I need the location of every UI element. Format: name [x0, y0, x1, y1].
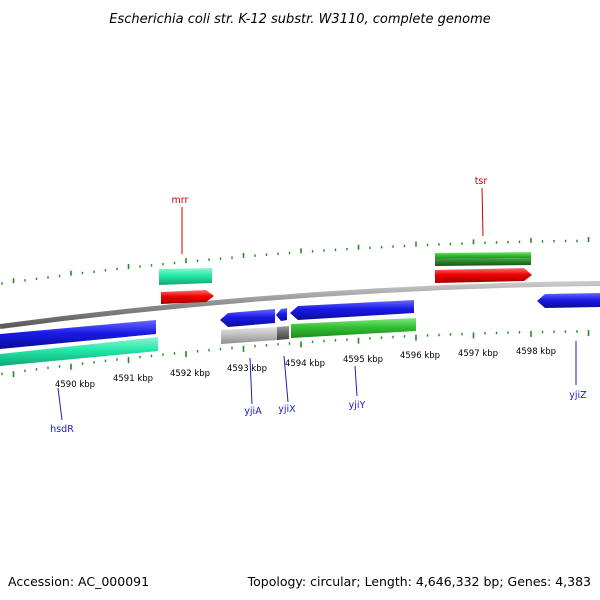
- gene-tsr-darkgreen-bar: [435, 258, 531, 266]
- gene-tsr[interactable]: tsr: [435, 176, 532, 283]
- gene-yjiZ[interactable]: yjiZ: [537, 293, 600, 401]
- gene-yjiX-grey-bar: [277, 326, 289, 340]
- gene-mrr-green-bar: [159, 268, 212, 285]
- gene-yjiA-arrow: [220, 309, 275, 327]
- map-title: Escherichia coli str. K-12 substr. W3110…: [109, 12, 490, 27]
- gene-hsdR[interactable]: hsdR: [0, 320, 158, 435]
- gene-hsdR-leader: [57, 387, 63, 421]
- gene-tsr-leader: [481, 187, 484, 237]
- gene-yjiX[interactable]: yjiX: [276, 308, 296, 415]
- lower-tick-row: [1, 330, 590, 378]
- gene-yjiY-leader: [354, 365, 358, 397]
- gene-label-tsr: tsr: [475, 176, 488, 187]
- tick-label-4594: 4594 kbp: [285, 359, 325, 369]
- kbp-tick-labels: 4590 kbp 4591 kbp 4592 kbp 4593 kbp 4594…: [55, 347, 556, 390]
- tick-label-4597: 4597 kbp: [458, 349, 498, 359]
- gene-yjiY-arrow: [290, 300, 414, 320]
- gene-yjiX-arrow: [276, 308, 287, 321]
- gene-yjiA-grey-bar: [221, 327, 277, 344]
- gene-mrr[interactable]: mrr: [159, 195, 214, 304]
- genome-info-text: Topology: circular; Length: 4,646,332 bp…: [247, 574, 591, 589]
- gene-yjiY-green-bar: [291, 318, 416, 338]
- tick-label-4591: 4591 kbp: [113, 374, 153, 384]
- gene-label-yjiA: yjiA: [244, 406, 262, 417]
- gene-label-hsdR: hsdR: [50, 424, 74, 435]
- tick-label-4593: 4593 kbp: [227, 364, 267, 374]
- genome-backbone: [0, 281, 600, 329]
- upper-tick-row: [1, 237, 590, 285]
- tick-label-4598: 4598 kbp: [516, 347, 556, 357]
- gene-yjiA[interactable]: yjiA: [220, 309, 277, 417]
- gene-hsdR-teal-bar: [0, 337, 158, 366]
- gene-yjiX-leader: [283, 355, 289, 403]
- gene-yjiZ-arrow: [537, 293, 600, 308]
- gene-mrr-arrow: [161, 290, 214, 304]
- gene-yjiY[interactable]: yjiY: [290, 300, 416, 411]
- gene-label-yjiX: yjiX: [278, 404, 296, 415]
- gene-label-mrr: mrr: [172, 195, 189, 206]
- tick-label-4595: 4595 kbp: [343, 355, 383, 365]
- gene-label-yjiY: yjiY: [349, 400, 366, 411]
- gene-tsr-green-bar: [435, 252, 531, 259]
- tick-label-4592: 4592 kbp: [170, 369, 210, 379]
- tick-label-4590: 4590 kbp: [55, 380, 95, 390]
- gene-hsdR-blue-bar: [0, 320, 156, 349]
- gene-tsr-arrow: [435, 268, 532, 283]
- accession-text: Accession: AC_000091: [8, 574, 149, 589]
- gene-label-yjiZ: yjiZ: [569, 390, 587, 401]
- tick-label-4596: 4596 kbp: [400, 351, 440, 361]
- gene-yjiA-leader: [249, 357, 253, 405]
